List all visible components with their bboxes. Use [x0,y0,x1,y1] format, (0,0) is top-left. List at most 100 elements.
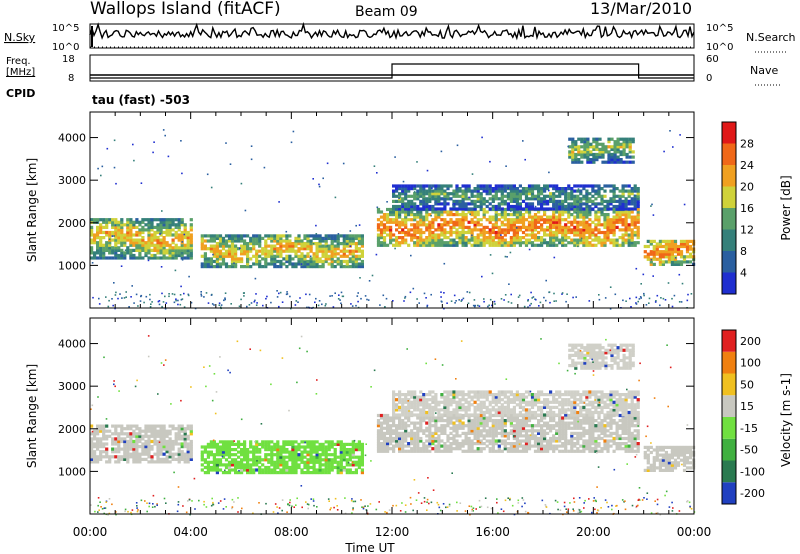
data-cell [255,254,259,258]
data-cell [576,233,580,237]
data-cell [206,257,210,261]
data-cell [461,184,465,188]
data-cell [500,192,504,196]
data-cell [237,445,241,449]
data-cell [249,247,253,251]
data-cell [555,447,559,451]
data-cell [470,431,474,435]
data-cell [276,239,280,243]
data-cell [285,259,289,264]
data-cell [273,460,277,464]
data-cell [156,225,160,229]
noise-tick-left-bottom: 10^0 [52,42,79,53]
data-cell [500,243,504,247]
data-cell [636,192,640,196]
data-cell [282,262,286,266]
scatter-point [225,142,227,144]
data-cell [186,447,190,451]
data-cell [455,241,459,245]
data-cell [443,197,447,201]
data-cell [218,460,223,464]
data-cell [594,228,598,232]
data-cell [183,233,187,237]
data-cell [419,215,423,219]
data-cell [588,213,592,217]
data-cell [476,228,480,232]
data-cell [494,243,498,247]
data-cell [606,223,610,227]
data-cell [576,436,580,441]
data-cell [120,248,124,252]
data-cell [476,442,480,446]
data-cell [612,225,616,229]
scatter-point [278,201,280,203]
scatter-point [531,297,533,299]
scatter-point [386,201,388,203]
data-cell [189,241,193,245]
data-cell [497,243,501,247]
data-cell [558,228,562,232]
data-cell [458,421,462,425]
scatter-point [474,304,477,307]
data-cell [212,252,216,256]
data-cell [261,471,265,475]
data-cell [132,455,136,459]
data-cell [664,244,668,249]
data-cell [434,439,438,443]
data-cell [312,465,316,470]
data-cell [512,204,516,209]
data-cell [455,199,459,203]
data-cell [416,225,420,229]
data-cell [546,444,550,448]
data-cell [111,223,115,227]
data-cell [515,419,519,423]
data-cell [437,434,441,438]
data-cell [624,204,628,209]
data-cell [282,468,286,472]
data-cell [279,265,283,269]
scatter-point [650,205,652,207]
data-cell [546,447,550,451]
data-cell [576,197,580,201]
data-cell [434,243,438,247]
data-cell [407,218,411,222]
data-cell [512,241,516,245]
scatter-point [162,129,165,131]
data-cell [357,442,361,446]
data-cell [382,241,387,245]
data-cell [592,152,596,157]
data-cell [105,452,109,456]
data-cell [246,244,250,248]
data-cell [177,460,181,464]
scatter-point [177,299,179,302]
data-cell [524,434,529,438]
data-cell [618,204,622,209]
data-cell [440,207,444,211]
data-cell [422,184,426,188]
data-cell [318,259,322,264]
data-cell [458,419,462,423]
data-cell [419,223,423,227]
data-cell [586,142,590,146]
data-cell [386,218,390,222]
data-cell [600,207,604,211]
data-cell [609,230,613,235]
data-cell [294,455,298,459]
data-cell [422,199,426,203]
scatter-point [555,300,557,302]
scatter-point [256,302,258,304]
data-cell [446,236,450,240]
data-cell [509,419,513,423]
data-cell [111,439,115,444]
data-cell [117,241,121,245]
data-cell [546,199,550,203]
data-cell [603,243,607,247]
data-cell [129,251,133,255]
data-cell [288,458,292,462]
data-cell [586,160,590,164]
scatter-point [509,251,512,254]
data-cell [153,442,157,446]
data-cell [264,448,268,452]
data-cell [392,210,396,214]
data-cell [682,244,687,249]
